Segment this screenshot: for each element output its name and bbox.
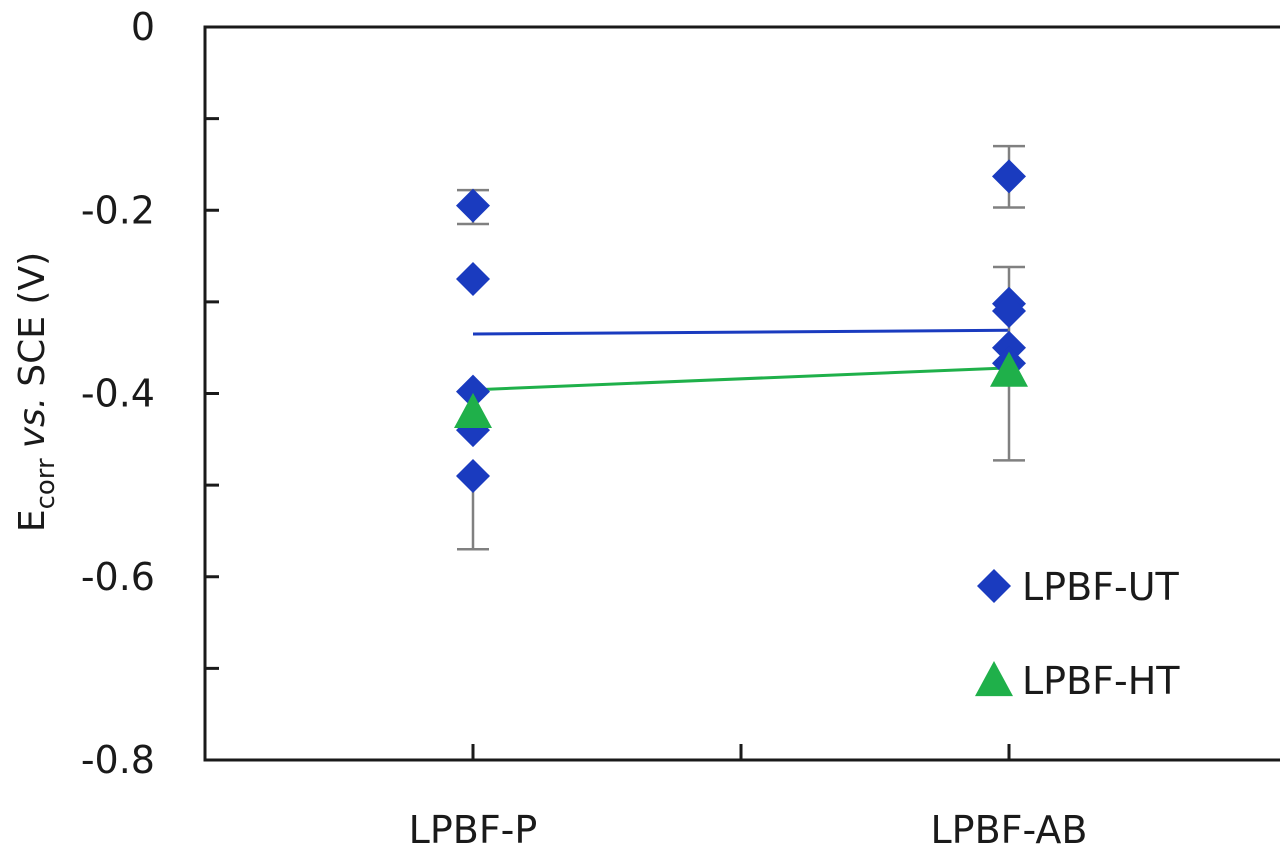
- mean-line-lpbf-ut: [472, 328, 1010, 336]
- legend-label-lpbf-ht: LPBF-HT: [1022, 659, 1180, 703]
- y-tick-label: -0.8: [81, 738, 155, 782]
- error-bars: [457, 144, 1025, 551]
- legend-marker-lpbf-ht: [975, 661, 1013, 697]
- plot-border: [203, 25, 1280, 762]
- y-tick-label: 0: [131, 5, 155, 49]
- mean-line-lpbf-ht: [472, 366, 1010, 392]
- data-point-lpbf-ut: [456, 374, 490, 409]
- data-point-lpbf-ut: [992, 294, 1026, 329]
- y-tick-label: -0.4: [81, 372, 155, 416]
- legend-marker-lpbf-ut: [977, 569, 1011, 603]
- y-axis: 0 -0.2 -0.4 -0.6 -0.8: [81, 5, 219, 782]
- data-point-lpbf-ut: [456, 261, 490, 296]
- y-label-subscript: corr: [31, 458, 61, 509]
- legend: LPBF-UT LPBF-HT: [975, 565, 1180, 703]
- x-axis: LPBF-P LPBF-AB: [409, 744, 1088, 852]
- y-tick-label: -0.6: [81, 555, 155, 599]
- x-tick-label: LPBF-P: [409, 808, 538, 852]
- y-axis-label: Ecorr vs. SCE (V): [12, 252, 61, 532]
- y-label-main: E: [12, 509, 53, 532]
- data-markers: [454, 159, 1028, 493]
- data-point-lpbf-ht: [454, 392, 492, 428]
- data-point-lpbf-ut: [456, 458, 490, 493]
- data-point-lpbf-ut: [456, 188, 490, 223]
- mean-lines: [472, 328, 1010, 392]
- legend-label-lpbf-ut: LPBF-UT: [1022, 565, 1180, 609]
- plot-area: [203, 25, 1280, 762]
- y-label-italic: vs.: [12, 397, 53, 449]
- data-point-lpbf-ht: [990, 351, 1028, 387]
- x-tick-label: LPBF-AB: [931, 808, 1088, 852]
- y-label-rest: SCE (V): [12, 252, 53, 387]
- data-point-lpbf-ut: [992, 159, 1026, 194]
- y-tick-label: -0.2: [81, 188, 155, 232]
